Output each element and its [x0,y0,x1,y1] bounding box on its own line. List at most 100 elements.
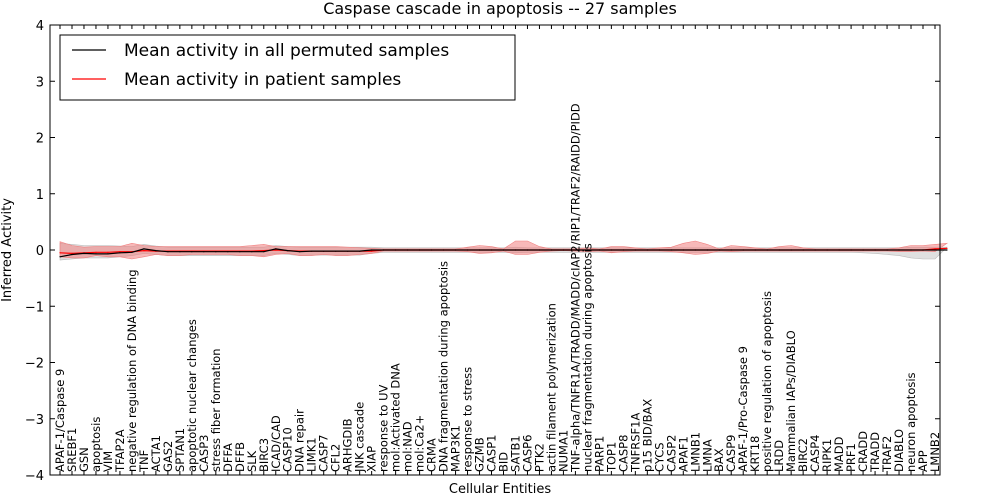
x-category-label: APAF-1/Pro-Caspase 9 [736,346,750,472]
point-series-1-3 [95,251,97,253]
x-category-label: GAS2 [161,441,175,472]
point-series-0-55 [718,249,720,251]
x-category-label: CASP7 [317,435,331,472]
legend: Mean activity in all permuted samples Me… [59,34,516,101]
y-tick-label: 3 [36,75,44,90]
point-series-0-18 [275,248,277,250]
x-category-label: CYCS [652,442,666,472]
x-category-label: PARP1 [592,436,606,472]
x-category-label: CASP8 [616,435,630,472]
x-category-label: mol:Activated DNA [389,363,403,472]
y-tick-label: 2 [36,132,44,147]
x-axis-label: Cellular Entities [449,482,551,497]
point-series-0-46 [610,249,613,251]
point-series-0-22 [323,250,325,252]
point-series-0-60 [778,249,780,251]
y-tick-label: −4 [25,469,44,484]
point-series-0-23 [335,250,337,252]
point-series-0-45 [598,249,601,251]
x-category-label: actin filament polymerization [544,303,558,472]
x-category-label: TNFRSF1A [628,412,642,472]
point-series-1-7 [143,250,145,252]
point-series-0-44 [586,249,589,251]
x-category-label: LRDD [772,440,786,472]
point-series-0-20 [299,251,301,253]
point-series-0-17 [263,251,265,253]
legend-label-patient: Mean activity in patient samples [124,70,401,90]
y-tick-label: −1 [25,300,44,315]
x-category-label: CASP4 [808,435,822,472]
x-category-label: GSN [77,447,91,472]
chart-title: Caspase cascade in apoptosis -- 27 sampl… [323,0,677,18]
point-series-0-21 [311,250,313,252]
point-series-0-30 [419,249,421,251]
y-tick-label: 1 [36,188,44,203]
x-category-label: BIRC3 [257,438,271,472]
point-series-0-63 [814,249,816,251]
x-category-label: apoptotic nuclear changes [185,319,199,472]
point-series-1-0 [59,252,61,254]
x-category-label: CRMA [425,438,439,472]
point-series-0-50 [658,249,660,251]
x-category-label: CASP2 [664,435,678,472]
y-tick-label: −3 [25,413,44,428]
x-category-label: TRAF2 [880,436,894,473]
x-category-label: TNF-alpha/TNFR1A/TRADD/MADD/cIAP2/RIP1/T… [568,103,582,473]
x-category-label: CFL2 [329,444,343,472]
x-category-label: APP [916,450,930,472]
x-category-label: response to stress [461,367,475,472]
point-series-0-5 [119,252,121,254]
x-category-label: response to UV [377,384,391,472]
point-series-0-67 [862,249,864,251]
legend-label-permuted: Mean activity in all permuted samples [124,41,449,61]
x-category-label: BIRC2 [796,438,810,472]
point-series-0-72 [922,249,924,251]
point-series-1-73 [934,248,936,250]
x-category-label: mol:Ca2+ [413,415,427,472]
x-category-label: apoptosis [89,417,103,472]
point-series-0-1 [71,253,73,256]
point-series-0-69 [886,249,888,251]
x-category-label: ARHGDIB [341,418,355,472]
point-series-0-56 [730,249,732,251]
x-category-label: stress fiber formation [209,348,223,472]
legend-frame [59,34,516,101]
x-category-label: TOP1 [604,442,618,473]
point-series-0-65 [838,249,840,251]
point-series-0-39 [526,249,529,251]
point-series-0-43 [574,249,577,251]
x-category-label: CASP6 [521,435,535,472]
point-series-1-4 [107,251,109,253]
x-category-label: SPTAN1 [173,428,187,472]
point-series-0-8 [155,250,157,252]
point-series-0-24 [347,250,349,252]
x-category-label: CASP10 [281,427,295,472]
point-series-0-49 [646,249,648,251]
point-series-0-48 [634,249,636,251]
point-series-0-62 [802,249,804,251]
point-series-0-71 [910,249,912,251]
x-category-label: mol:NAD [401,421,415,472]
x-category-label: DFFB [233,442,247,472]
x-axis: APAF-1/Caspase 9SREBF1GSNapoptosisVIMTFA… [53,25,942,475]
x-category-label: DFFA [221,443,235,472]
point-series-0-29 [407,249,409,251]
point-series-0-6 [131,251,133,253]
x-category-label: TRADD [868,432,882,473]
y-tick-label: 0 [36,244,44,259]
x-category-label: CASP9 [724,435,738,472]
point-series-0-26 [371,249,373,251]
point-series-0-4 [107,253,109,255]
x-category-label: LMNB1 [688,432,702,472]
point-series-0-12 [203,251,205,253]
x-category-label: p15 BID/BAX [640,399,654,472]
point-series-0-28 [395,249,397,251]
x-category-label: JNK cascade [353,402,367,473]
point-series-1-18 [275,249,277,251]
x-category-label: Mammalian IAPs/DIABLO [784,330,798,472]
point-series-0-41 [550,249,553,251]
point-series-0-34 [466,249,469,251]
point-series-0-11 [191,251,193,253]
point-series-0-54 [706,249,708,251]
